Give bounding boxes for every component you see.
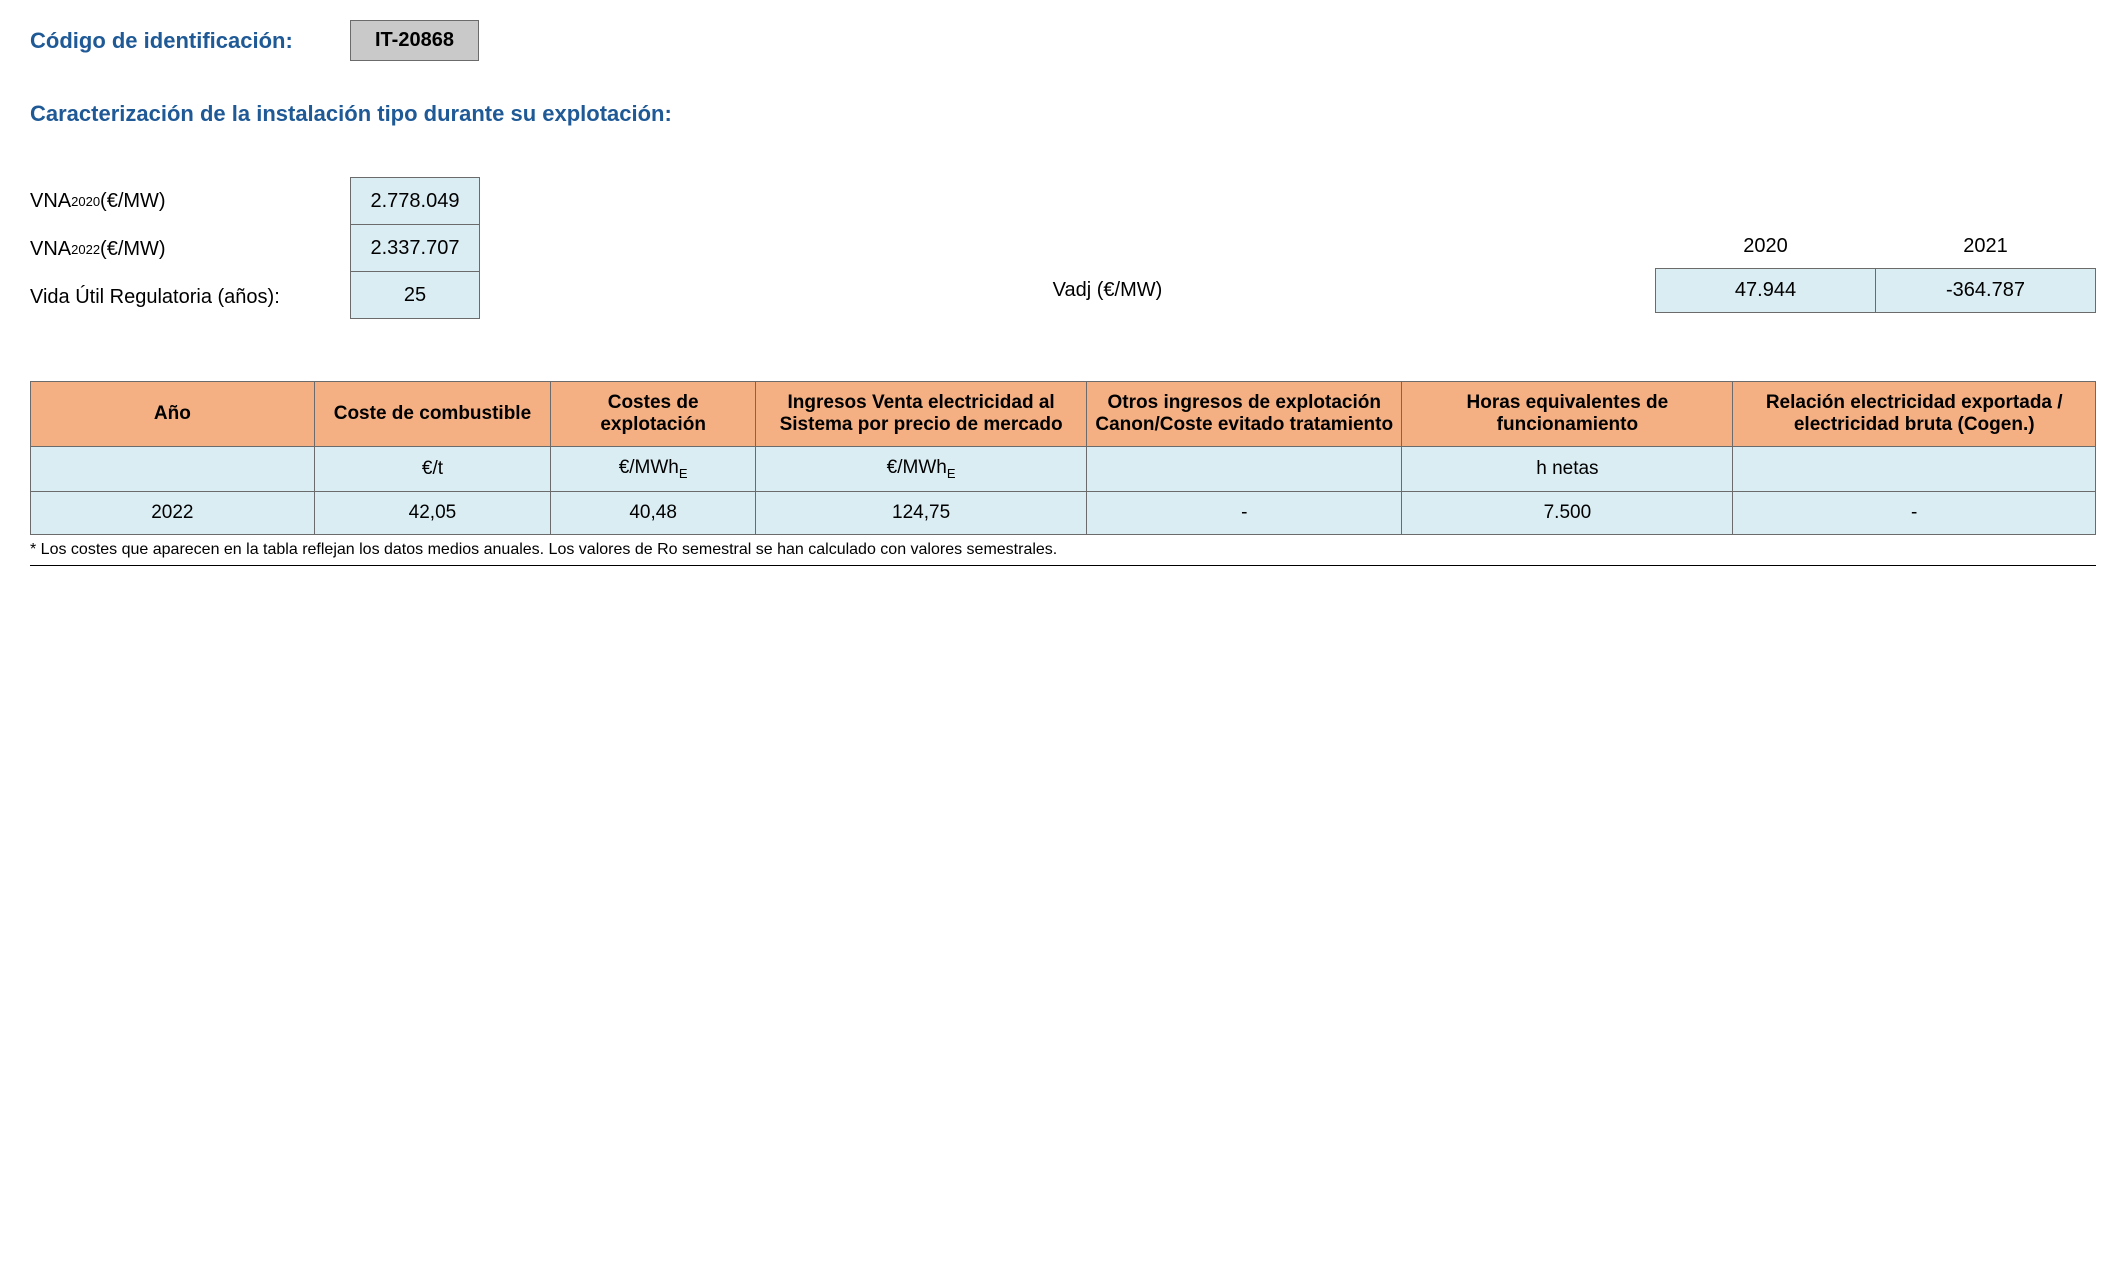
unit-ingresos: €/MWhE [756,447,1087,492]
vna2020-label: VNA2020 (€/MW) [30,177,350,225]
vadj-section: 2020 2021 Vadj (€/MW) 47.944 -364.787 [560,225,2096,313]
vna2022-label: VNA2022 (€/MW) [30,225,350,273]
param-values-column: 2.778.049 2.337.707 25 [350,177,480,319]
cell-relacion: - [1733,491,2096,534]
vida-util-value: 25 [350,271,480,319]
unit-otros [1087,447,1402,492]
unit-relacion [1733,447,2096,492]
cell-ingresos: 124,75 [756,491,1087,534]
header-ingresos: Ingresos Venta electricidad al Sistema p… [756,382,1087,447]
vadj-label: Vadj (€/MW) [560,269,1656,313]
id-code-box: IT-20868 [350,20,479,61]
units-row: €/t €/MWhE €/MWhE h netas [31,447,2096,492]
unit-ingresos-sub: E [947,466,956,481]
unit-horas: h netas [1402,447,1733,492]
cell-explotacion: 40,48 [551,491,756,534]
unit-ano [31,447,315,492]
vida-util-label: Vida Útil Regulatoria (años): [30,273,350,321]
header-otros: Otros ingresos de explotación Canon/Cost… [1087,382,1402,447]
identification-row: Código de identificación: IT-20868 [30,20,2096,61]
param-labels-column: VNA2020 (€/MW) VNA2022 (€/MW) Vida Útil … [30,177,350,321]
table-header-row: Año Coste de combustible Costes de explo… [31,382,2096,447]
vna-unit-2: (€/MW) [100,238,166,261]
vna2022-value: 2.337.707 [350,224,480,272]
vna2020-sub: 2020 [71,194,100,209]
header-ano: Año [31,382,315,447]
cell-ano: 2022 [31,491,315,534]
vadj-header-row: 2020 2021 [560,225,2096,269]
vna-unit: (€/MW) [100,190,166,213]
header-horas: Horas equivalentes de funcionamiento [1402,382,1733,447]
header-combustible: Coste de combustible [314,382,550,447]
id-label: Código de identificación: [30,28,350,54]
parameters-container: VNA2020 (€/MW) VNA2022 (€/MW) Vida Útil … [30,177,2096,321]
unit-combustible: €/t [314,447,550,492]
vadj-year2-header: 2021 [1876,225,2096,269]
vna-prefix: VNA [30,190,71,213]
vna2022-sub: 2022 [71,242,100,257]
data-row: 2022 42,05 40,48 124,75 - 7.500 - [31,491,2096,534]
unit-explotacion: €/MWhE [551,447,756,492]
header-explotacion: Costes de explotación [551,382,756,447]
vadj-year1-header: 2020 [1656,225,1876,269]
vadj-empty-header [560,225,1656,269]
divider-line [30,565,2096,566]
unit-explotacion-prefix: €/MWh [619,457,679,478]
vadj-year1-value: 47.944 [1656,269,1876,313]
cell-otros: - [1087,491,1402,534]
unit-ingresos-prefix: €/MWh [887,457,947,478]
parameters-left: VNA2020 (€/MW) VNA2022 (€/MW) Vida Útil … [30,177,480,321]
vadj-table: 2020 2021 Vadj (€/MW) 47.944 -364.787 [560,225,2096,313]
section-title: Caracterización de la instalación tipo d… [30,101,2096,127]
vna-prefix-2: VNA [30,238,71,261]
vadj-value-row: Vadj (€/MW) 47.944 -364.787 [560,269,2096,313]
vna2020-value: 2.778.049 [350,177,480,225]
header-relacion: Relación electricidad exportada / electr… [1733,382,2096,447]
main-data-table: Año Coste de combustible Costes de explo… [30,381,2096,535]
cell-horas: 7.500 [1402,491,1733,534]
vadj-year2-value: -364.787 [1876,269,2096,313]
unit-explotacion-sub: E [679,466,688,481]
footnote-text: * Los costes que aparecen en la tabla re… [30,541,2096,559]
cell-combustible: 42,05 [314,491,550,534]
